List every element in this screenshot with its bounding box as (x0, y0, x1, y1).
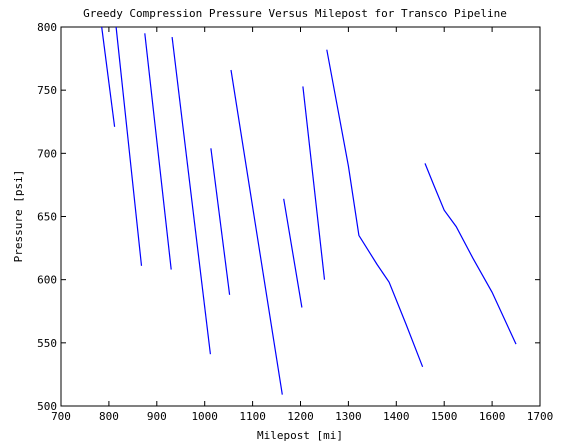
x-tick-label: 1000 (191, 410, 218, 423)
axis-ticks: 700 800 900 1000 1100 1200 1300 1400 1500 1600 170… (37, 21, 553, 423)
y-tick-label: 700 (37, 147, 57, 160)
y-axis-label: Pressure [psi] (12, 170, 25, 263)
x-tick-label: 1500 (431, 410, 458, 423)
pressure-segment-3 (144, 33, 172, 270)
x-tick-label: 1200 (287, 410, 314, 423)
x-tick-label: 800 (99, 410, 119, 423)
series-layer (101, 26, 517, 395)
pressure-segment-7 (283, 198, 303, 308)
y-tick-label: 650 (37, 211, 57, 224)
pressure-segment-6 (230, 69, 283, 395)
x-tick-label: 1100 (239, 410, 266, 423)
y-tick-label: 600 (37, 274, 57, 287)
y-tick-label: 750 (37, 84, 57, 97)
x-axis-label: Milepost [mi] (257, 429, 343, 442)
plot-area (60, 26, 541, 407)
x-tick-label: 900 (147, 410, 167, 423)
pressure-segment-1 (101, 26, 116, 127)
x-tick-label: 1700 (527, 410, 554, 423)
pressure-segment-9 (326, 49, 424, 368)
x-tick-label: 1400 (383, 410, 410, 423)
chart-title: Greedy Compression Pressure Versus Milep… (83, 7, 507, 20)
x-tick-label: 700 (51, 410, 71, 423)
pressure-segment-10 (424, 163, 517, 345)
y-tick-label: 500 (37, 400, 57, 413)
pressure-segment-4 (171, 37, 211, 355)
pressure-segment-8 (302, 86, 326, 280)
pressure-segment-5 (210, 148, 231, 295)
x-tick-label: 1300 (335, 410, 362, 423)
x-tick-label: 1600 (479, 410, 506, 423)
y-tick-label: 550 (37, 337, 57, 350)
y-tick-label: 800 (37, 21, 57, 34)
pressure-segment-2 (115, 26, 143, 266)
